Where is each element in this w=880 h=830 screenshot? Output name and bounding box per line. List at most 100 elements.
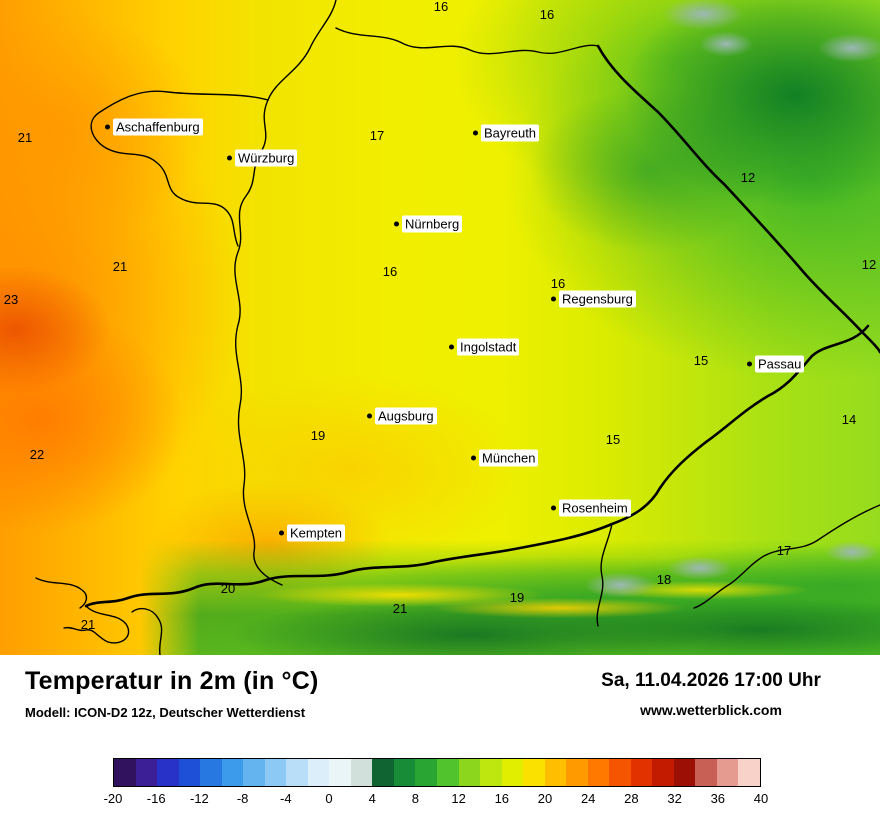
city-marker: Ingolstadt (449, 338, 520, 356)
colorbar-segment (135, 759, 158, 786)
temperature-colorbar: -20 -16 -12 -8 -4 0 4 8 12 16 20 24 28 32 36 40 (104, 758, 769, 809)
city-label: Passau (755, 355, 805, 373)
colorbar-tick-label: 20 (537, 791, 553, 806)
colorbar-segment (587, 759, 610, 786)
city-marker: Nürnberg (394, 215, 463, 233)
city-marker: Aschaffenburg (105, 118, 203, 136)
colorbar-tick-label: -8 (236, 791, 249, 806)
state-border-northwest (90, 90, 269, 247)
city-label: Rosenheim (559, 499, 631, 517)
temperature-value: 21 (80, 617, 96, 632)
colorbar-segment (695, 759, 717, 786)
border-detail-southwest-2 (35, 577, 88, 609)
temperature-value: 16 (433, 0, 449, 14)
colorbar-segment (609, 759, 631, 786)
colorbar-tick-label: 32 (667, 791, 682, 806)
city-dot-icon (367, 413, 372, 419)
country-border-austria (84, 324, 870, 608)
city-label: Würzburg (235, 149, 298, 167)
colorbar-tick-label: -4 (280, 791, 292, 806)
temperature-value: 16 (539, 7, 555, 22)
city-dot-icon (105, 124, 110, 130)
temperature-value: 15 (605, 432, 621, 447)
city-marker: Rosenheim (551, 499, 631, 517)
colorbar-segment (157, 759, 179, 786)
temperature-value: 22 (29, 447, 45, 462)
state-border-north (335, 27, 599, 55)
temperature-value: 16 (550, 276, 566, 291)
temperature-value: 23 (3, 292, 19, 307)
country-border-czech (596, 44, 880, 354)
city-dot-icon (551, 505, 556, 511)
city-marker: Augsburg (367, 407, 437, 425)
forecast-datetime: Sa, 11.04.2026 17:00 Uhr (601, 670, 821, 691)
colorbar-segment (264, 759, 287, 786)
map-title: Temperatur in 2m (in °C) (25, 667, 319, 695)
colorbar-tick-label: 4 (368, 791, 376, 806)
colorbar-tick-label: 8 (411, 791, 420, 806)
city-marker: Bayreuth (473, 124, 540, 142)
colorbar-segment (243, 759, 265, 786)
border-detail-southeast (693, 504, 880, 609)
colorbar-segment (501, 759, 524, 786)
temperature-value: 17 (369, 128, 385, 143)
website-url: www.wetterblick.com (640, 702, 782, 718)
colorbar-tick-label: -12 (189, 791, 209, 806)
colorbar-segment (307, 759, 330, 786)
city-marker: München (471, 449, 539, 467)
city-dot-icon (279, 530, 284, 536)
colorbar-segment (329, 759, 351, 786)
colorbar-segment (436, 759, 459, 786)
colorbar-segment (716, 759, 739, 786)
border-detail-south-center (596, 523, 613, 627)
temperature-value: 18 (656, 572, 672, 587)
city-dot-icon (747, 361, 752, 367)
temperature-value: 21 (17, 130, 33, 145)
footer-right: Sa, 11.04.2026 17:00 Uhr www.wetterblick… (556, 670, 866, 718)
colorbar-segment (566, 759, 588, 786)
temperature-value: 20 (220, 581, 236, 596)
city-dot-icon (394, 221, 399, 227)
border-detail-southwest-1 (63, 605, 130, 644)
colorbar-tick-label: -16 (146, 791, 166, 806)
temperature-value: 19 (509, 590, 525, 605)
alps-terrain-shading (140, 540, 880, 655)
city-marker: Kempten (279, 524, 346, 542)
colorbar-segment (652, 759, 674, 786)
colorbar-segment (178, 759, 201, 786)
temperature-value: 12 (740, 170, 756, 185)
colorbar-tick-label: 16 (494, 791, 510, 806)
city-dot-icon (551, 296, 556, 302)
city-label: Bayreuth (481, 124, 540, 142)
colorbar-tick-label: 28 (624, 791, 639, 806)
city-label: Ingolstadt (457, 338, 520, 356)
colorbar-segment (415, 759, 437, 786)
colorbar-segment (630, 759, 653, 786)
colorbar-ticks: -20 -16 -12 -8 -4 0 4 8 12 16 20 24 28 32 36 40 (104, 791, 769, 809)
border-detail-south-left (131, 607, 163, 655)
state-border-west (234, 0, 337, 586)
colorbar-segment (738, 759, 760, 786)
colorbar-segment (480, 759, 502, 786)
city-label: Nürnberg (402, 215, 463, 233)
city-marker: Würzburg (227, 149, 298, 167)
footer-left: Temperatur in 2m (in °C) Modell: ICON-D2… (25, 667, 319, 720)
temperature-value: 15 (693, 353, 709, 368)
temperature-value: 17 (776, 543, 792, 558)
city-label: München (479, 449, 539, 467)
temperature-value: 16 (382, 264, 398, 279)
colorbar-segment (350, 759, 373, 786)
temperature-value: 21 (392, 601, 408, 616)
colorbar-segment (458, 759, 481, 786)
city-label: Aschaffenburg (113, 118, 203, 136)
colorbar-tick-label: 36 (710, 791, 726, 806)
colorbar-segments (113, 758, 761, 787)
city-label: Augsburg (375, 407, 437, 425)
colorbar-segment (286, 759, 308, 786)
colorbar-segment (372, 759, 394, 786)
city-marker: Regensburg (551, 290, 636, 308)
colorbar-tick-label: -20 (103, 791, 123, 806)
footer: Temperatur in 2m (in °C) Modell: ICON-D2… (0, 655, 880, 830)
colorbar-segment (200, 759, 222, 786)
border-lines (35, 0, 880, 655)
